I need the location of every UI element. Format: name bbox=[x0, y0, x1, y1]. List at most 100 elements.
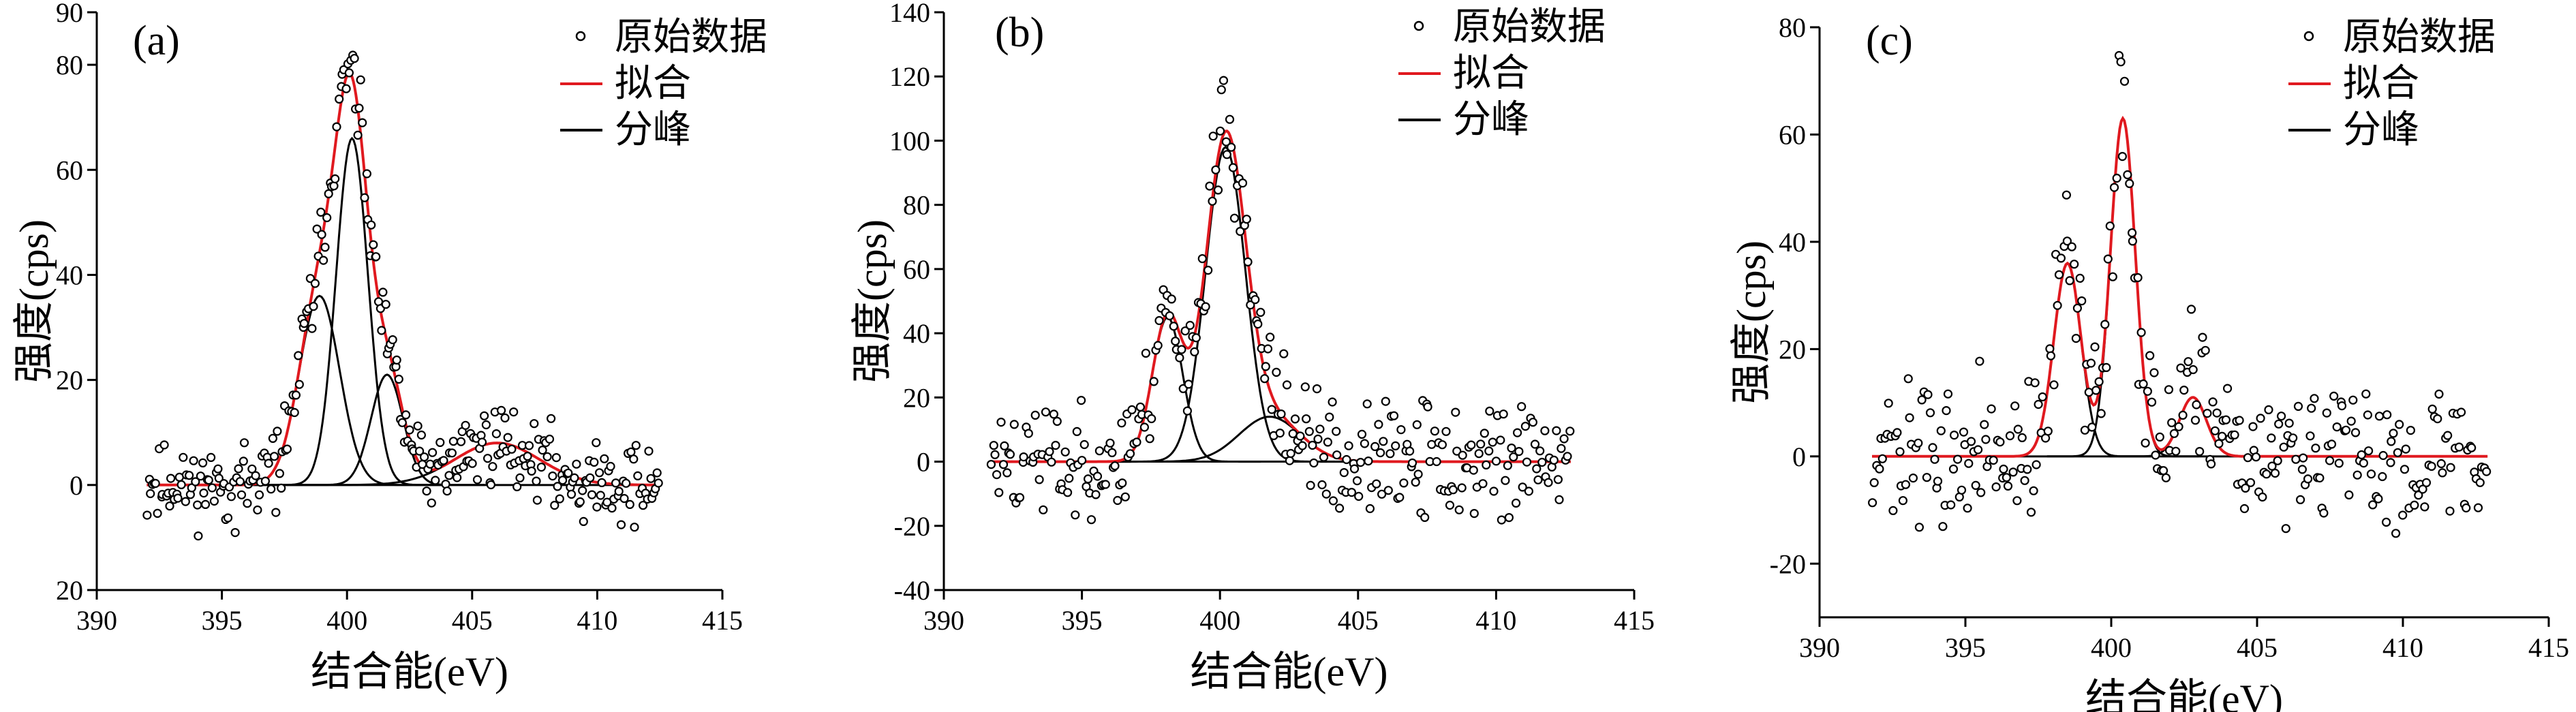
y-tick-label: 80 bbox=[1779, 12, 1806, 43]
raw-data-point bbox=[427, 448, 438, 457]
raw-data-point bbox=[1432, 456, 1441, 467]
raw-data-point bbox=[344, 68, 354, 78]
raw-data-point bbox=[1936, 426, 1946, 435]
raw-data-point bbox=[1448, 485, 1458, 495]
raw-data-point bbox=[2176, 363, 2186, 373]
raw-data-point bbox=[1300, 382, 1310, 392]
raw-data-point bbox=[1092, 471, 1103, 481]
raw-data-point bbox=[189, 456, 198, 465]
raw-data-point bbox=[1544, 478, 1553, 487]
raw-data-point bbox=[2418, 484, 2427, 494]
y-tick-label: 20 bbox=[56, 575, 83, 606]
raw-data-point bbox=[2291, 454, 2301, 464]
raw-data-point bbox=[1275, 428, 1285, 438]
raw-data-point bbox=[264, 459, 273, 468]
y-tick-label: 40 bbox=[903, 318, 930, 349]
x-tick-label: 390 bbox=[76, 605, 117, 636]
raw-data-point bbox=[1071, 510, 1080, 520]
raw-data-point bbox=[1950, 430, 1959, 440]
raw-data-point bbox=[555, 494, 564, 504]
raw-data-point bbox=[2273, 456, 2282, 465]
raw-data-point bbox=[2475, 478, 2485, 487]
raw-data-point bbox=[2103, 254, 2113, 264]
raw-data-point bbox=[2457, 407, 2466, 417]
raw-data-point bbox=[1317, 480, 1327, 490]
raw-data-point bbox=[2086, 358, 2096, 368]
raw-data-point bbox=[2053, 300, 2062, 310]
raw-data-point bbox=[2325, 456, 2335, 465]
raw-data-point bbox=[2346, 416, 2356, 426]
raw-data-point bbox=[1218, 76, 1229, 85]
raw-data-point bbox=[335, 94, 344, 104]
raw-data-point bbox=[2179, 385, 2189, 395]
raw-data-point bbox=[2398, 510, 2408, 520]
raw-data-point bbox=[1298, 441, 1307, 450]
raw-data-point bbox=[307, 324, 317, 333]
raw-data-point bbox=[1002, 468, 1012, 478]
raw-data-point bbox=[2319, 508, 2329, 518]
raw-data-point bbox=[1251, 295, 1260, 305]
raw-data-point bbox=[1203, 266, 1213, 275]
raw-data-point bbox=[2297, 465, 2307, 474]
raw-data-point bbox=[1374, 420, 1383, 429]
legend-peaks-label: 分峰 bbox=[1453, 99, 1529, 141]
raw-data-point bbox=[1930, 454, 1939, 464]
raw-data-point bbox=[566, 489, 577, 499]
raw-data-point bbox=[1513, 428, 1522, 437]
y-tick-label: -40 bbox=[894, 575, 930, 606]
raw-data-point bbox=[1413, 469, 1423, 479]
raw-data-point bbox=[1430, 427, 1439, 436]
raw-data-point bbox=[1039, 505, 1048, 514]
raw-data-point bbox=[226, 492, 236, 501]
raw-data-point bbox=[206, 452, 216, 463]
x-axis-title: 结合能(eV) bbox=[1191, 649, 1388, 694]
raw-data-point bbox=[2414, 491, 2423, 500]
raw-data-point bbox=[1308, 440, 1317, 450]
raw-data-point bbox=[1086, 515, 1097, 525]
y-tick-label: 0 bbox=[70, 470, 83, 501]
raw-data-point bbox=[331, 174, 340, 184]
raw-data-point bbox=[2427, 404, 2437, 414]
raw-data-point bbox=[1180, 326, 1190, 336]
raw-data-point bbox=[419, 452, 429, 462]
raw-data-point bbox=[369, 240, 378, 249]
raw-data-point bbox=[530, 419, 539, 429]
raw-data-point bbox=[1290, 414, 1300, 424]
raw-data-point bbox=[1875, 464, 1884, 474]
raw-data-point bbox=[431, 476, 440, 485]
raw-data-point bbox=[548, 471, 557, 481]
y-tick-label: 60 bbox=[903, 254, 930, 285]
raw-data-point bbox=[1509, 452, 1518, 462]
raw-data-point bbox=[1379, 437, 1388, 446]
raw-data-point bbox=[251, 471, 260, 480]
raw-data-point bbox=[2136, 328, 2146, 337]
raw-data-point bbox=[1286, 448, 1295, 459]
raw-data-point bbox=[1482, 460, 1491, 470]
raw-data-point bbox=[2147, 397, 2157, 407]
raw-data-point bbox=[2374, 412, 2385, 421]
raw-data-point bbox=[2214, 439, 2224, 448]
raw-data-point bbox=[2410, 500, 2419, 510]
raw-data-point bbox=[223, 513, 233, 523]
raw-data-point bbox=[512, 482, 522, 492]
raw-data-point bbox=[2167, 418, 2177, 428]
raw-data-point bbox=[1355, 457, 1366, 467]
raw-data-point bbox=[1964, 459, 1974, 468]
raw-data-point bbox=[600, 454, 609, 463]
raw-data-point bbox=[435, 437, 445, 448]
y-tick-label: 80 bbox=[56, 50, 83, 80]
raw-data-point bbox=[2075, 273, 2085, 283]
raw-data-point bbox=[1987, 404, 1996, 414]
raw-data-point bbox=[557, 476, 568, 485]
legend-raw-label: 原始数据 bbox=[1453, 6, 1606, 48]
raw-data-point bbox=[1076, 395, 1086, 405]
raw-data-point bbox=[550, 500, 559, 510]
raw-data-point bbox=[1045, 447, 1054, 456]
raw-data-point bbox=[1347, 487, 1357, 497]
raw-data-point bbox=[1141, 348, 1151, 358]
raw-data-point bbox=[2243, 453, 2253, 463]
raw-data-point bbox=[1051, 440, 1060, 450]
raw-data-point bbox=[1454, 505, 1464, 514]
raw-data-point bbox=[989, 441, 998, 450]
